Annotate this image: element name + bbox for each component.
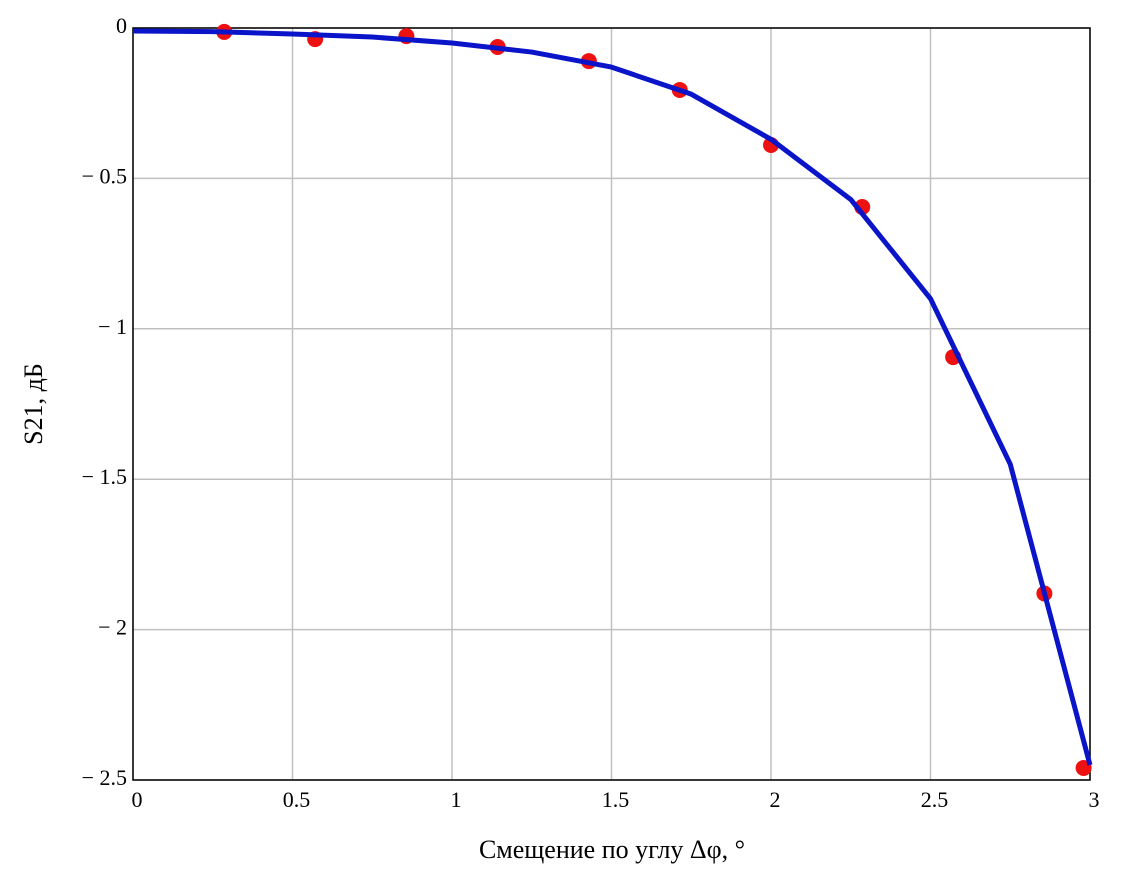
x-tick-label: 0.5	[283, 787, 311, 812]
x-axis-title: Смещение по углу Δφ, °	[479, 835, 745, 864]
x-tick-label: 1.5	[602, 787, 630, 812]
y-axis-title: S21, дБ	[19, 363, 48, 445]
x-tick-label: 0	[132, 787, 143, 812]
y-tick-label: − 0.5	[82, 163, 127, 188]
fit-curve	[132, 28, 1093, 766]
plot-frame	[132, 27, 1091, 781]
y-tick-label: − 2.5	[82, 765, 127, 790]
y-tick-label: − 1	[98, 314, 127, 339]
y-tick-label: − 1.5	[82, 464, 127, 489]
x-tick-label: 3	[1089, 787, 1100, 812]
x-tick-label: 2.5	[921, 787, 949, 812]
x-tick-label: 2	[770, 787, 781, 812]
y-tick-label: 0	[116, 13, 127, 38]
x-tick-label: 1	[451, 787, 462, 812]
y-tick-label: − 2	[98, 615, 127, 640]
